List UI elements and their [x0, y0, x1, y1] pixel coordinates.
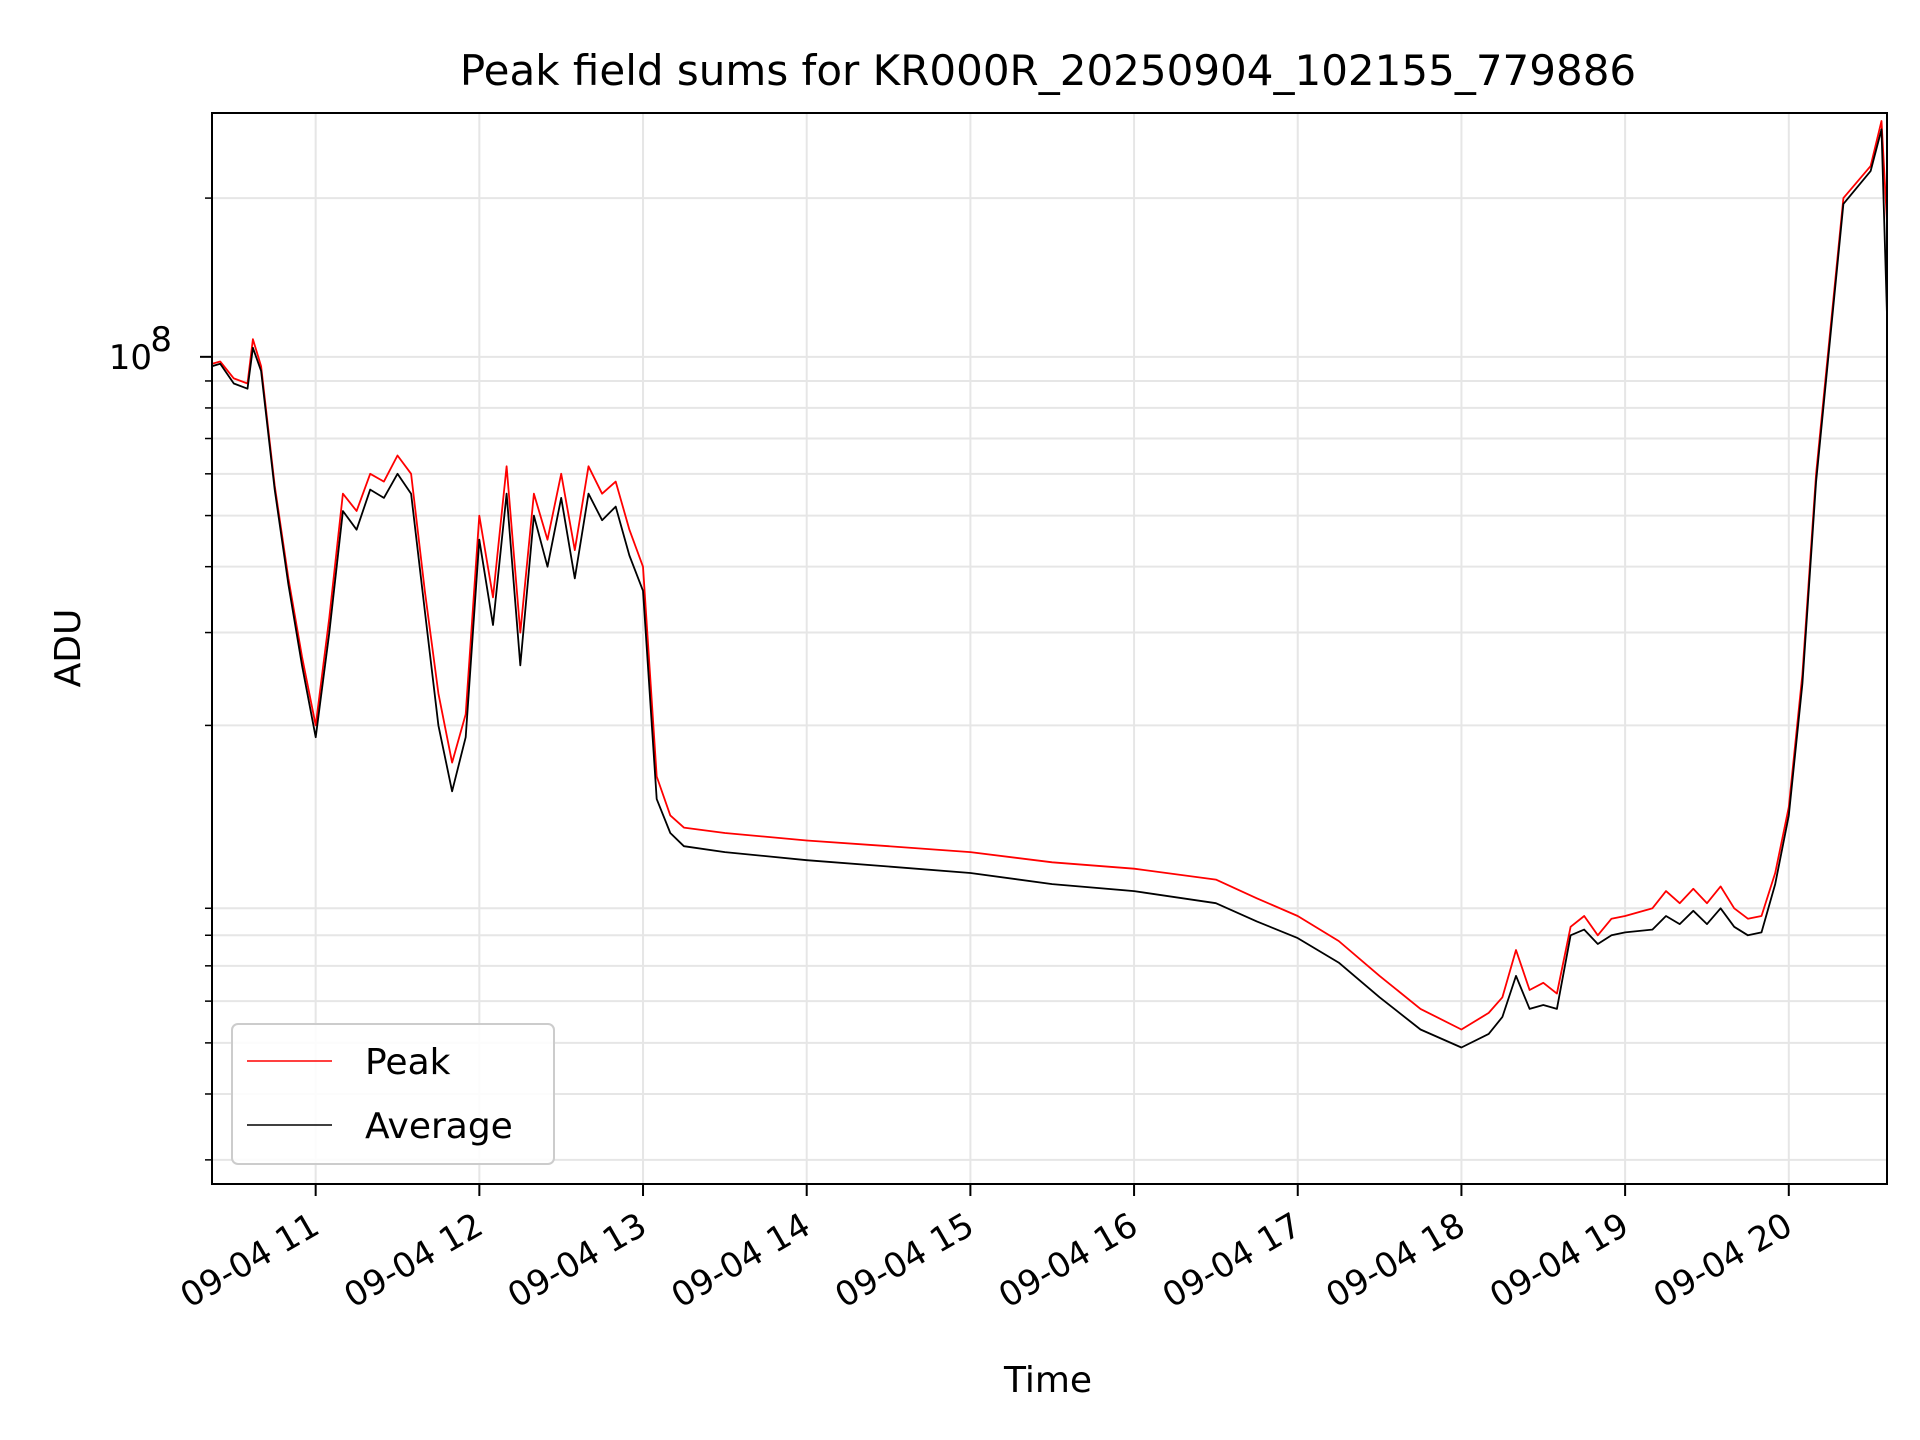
- grid-lines: [212, 113, 1887, 1184]
- legend-box: [231, 1023, 555, 1165]
- series-line-peak: [212, 120, 1887, 1031]
- series-layer: [212, 120, 1887, 1049]
- plot-frame: [211, 112, 1888, 1185]
- y-axis-ticks: 108: [109, 197, 212, 1161]
- legend-label-peak: Peak: [365, 1042, 451, 1083]
- x-axis-label: Time: [1003, 1360, 1092, 1401]
- legend-label-average: Average: [365, 1106, 513, 1147]
- y-tick-label: 10: [109, 338, 152, 378]
- y-axis-label: ADU: [48, 609, 89, 688]
- legend: Peak Average: [231, 1023, 555, 1165]
- chart-title: Peak field sums for KR000R_20250904_1021…: [460, 46, 1636, 95]
- series-line-average: [212, 128, 1887, 1049]
- y-tick-label-exponent: 8: [150, 320, 172, 360]
